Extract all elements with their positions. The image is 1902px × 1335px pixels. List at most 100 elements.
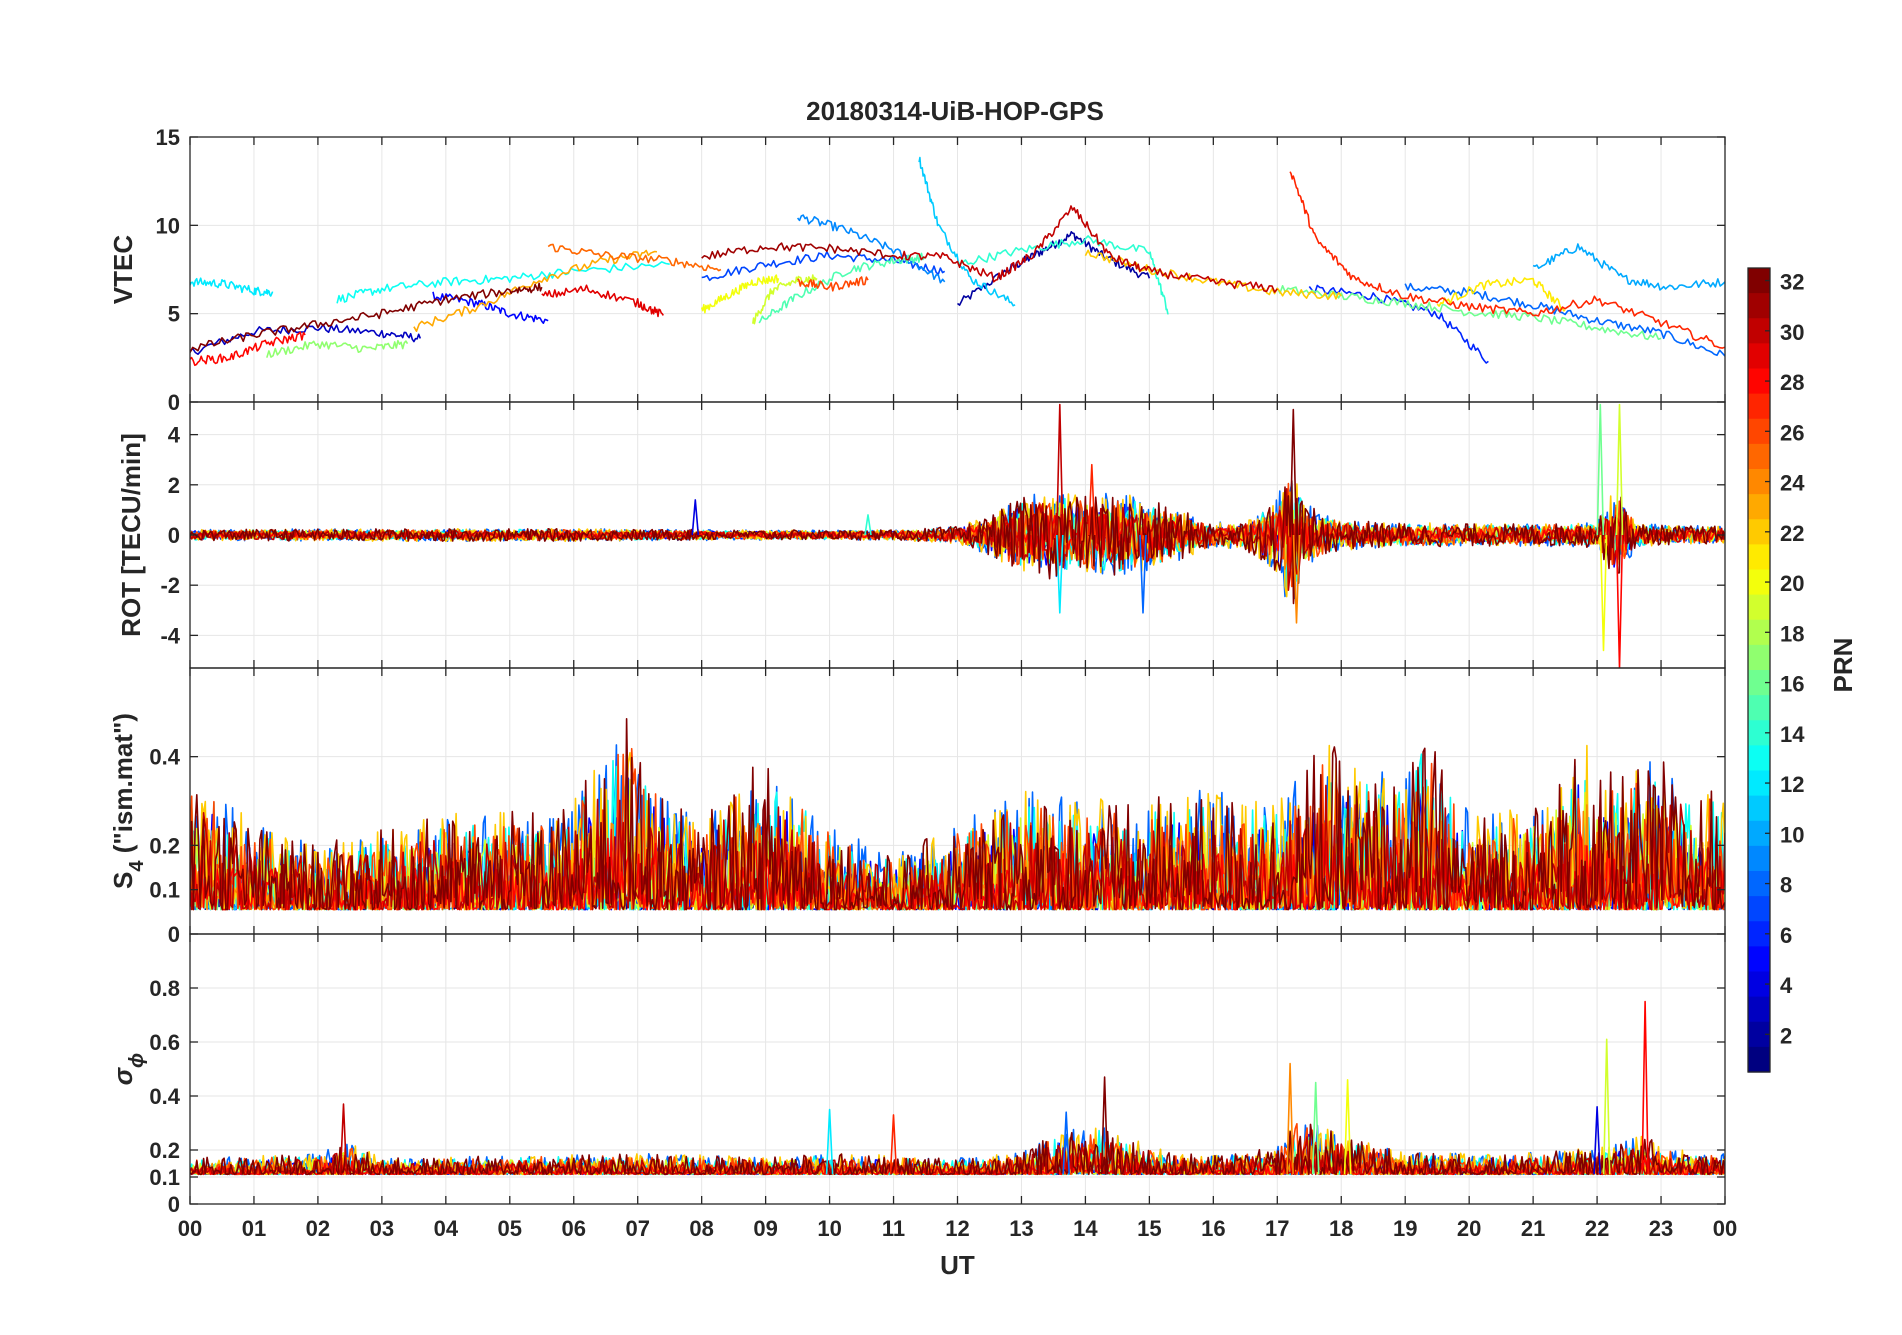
colorbar-swatch <box>1748 293 1770 319</box>
y-axis-label-sigma_phi: σϕ <box>108 1053 148 1085</box>
series-line-prn-26 <box>797 276 869 292</box>
series-line-prn-31 <box>701 242 894 260</box>
panel-rot: -4 -2 0 2 4 ROT [TECU/min] <box>116 401 1726 669</box>
colorbar-swatch <box>1748 896 1770 922</box>
colorbar-tick-label: 28 <box>1780 370 1804 395</box>
x-tick-label: 06 <box>562 1216 586 1241</box>
colorbar-tick-label: 10 <box>1780 822 1804 847</box>
x-tick-label: 09 <box>753 1216 777 1241</box>
colorbar-swatch <box>1748 343 1770 370</box>
spike-mark <box>889 1114 898 1175</box>
y-axis-label-vtec: VTEC <box>108 235 138 305</box>
x-tick-label: 14 <box>1073 1216 1098 1241</box>
y-tick-label-rot: -4 <box>160 623 180 648</box>
colorbar-tick-label: 12 <box>1780 772 1804 797</box>
spike-mark <box>825 1108 834 1175</box>
series-line-prn-8 <box>1404 282 1725 357</box>
colorbar-swatch <box>1748 644 1770 671</box>
x-axis: 00 01 02 03 04 05 06 07 08 09 10 11 12 13 14 15 16 17 18 19… <box>178 1216 1737 1280</box>
colorbar-tick-label: 22 <box>1780 521 1804 546</box>
series-line-prn-13 <box>336 261 670 304</box>
colorbar-tick-label: 6 <box>1780 923 1792 948</box>
colorbar-tick-label: 26 <box>1780 420 1804 445</box>
y-tick-label-vtec: 15 <box>156 125 180 150</box>
colorbar-tick-label: 2 <box>1780 1023 1792 1048</box>
traces-s4 <box>190 718 1725 911</box>
colorbar-label: PRN <box>1828 638 1858 693</box>
spike-mark <box>1593 1106 1601 1175</box>
series-line-prn-32 <box>190 282 543 353</box>
series-line-prn-21 <box>1436 276 1566 312</box>
colorbar-swatch <box>1748 443 1770 470</box>
series-line-prn-32 <box>190 718 1725 911</box>
colorbar-swatch <box>1748 494 1770 520</box>
x-tick-label: 22 <box>1585 1216 1609 1241</box>
spike-mark <box>691 499 700 536</box>
series-line-prn-20 <box>700 274 780 314</box>
y-tick-label-s4: 0.2 <box>149 833 180 858</box>
x-tick-label: 08 <box>689 1216 713 1241</box>
y-tick-label-vtec: 10 <box>156 213 180 238</box>
x-tick-label: 10 <box>817 1216 841 1241</box>
y-tick-label-rot: -2 <box>160 573 180 598</box>
spike-mark <box>864 514 872 536</box>
colorbar-swatch <box>1748 770 1770 797</box>
spike-mark <box>1056 534 1064 614</box>
colorbar-swatch <box>1748 996 1770 1023</box>
series-line-prn-30 <box>893 205 1278 293</box>
series-line-prn-10 <box>1532 243 1725 291</box>
x-tick-label: 15 <box>1137 1216 1161 1241</box>
y-tick-label-rot: 4 <box>168 423 181 448</box>
x-tick-label: 16 <box>1201 1216 1225 1241</box>
panel-vtec: 0 5 10 15 VTEC <box>108 125 1726 415</box>
y-tick-label-sigma_phi: 0.4 <box>149 1084 180 1109</box>
spike-mark <box>339 1103 348 1175</box>
y-axis-label-main: S <box>108 872 138 889</box>
colorbar-swatch <box>1748 745 1770 772</box>
spike-mark <box>1615 403 1624 536</box>
y-axis-label-rest: ("ism.mat") <box>108 713 138 860</box>
colorbar-swatch <box>1748 569 1770 596</box>
spike-mark <box>1056 403 1064 536</box>
colorbar-swatch <box>1748 720 1770 746</box>
colorbar-swatch <box>1748 469 1770 495</box>
spike-mark <box>1088 463 1096 536</box>
colorbar-swatch <box>1748 845 1770 872</box>
colorbar-swatch <box>1748 670 1770 696</box>
colorbar-swatch <box>1748 946 1770 973</box>
x-axis-label: UT <box>940 1250 975 1280</box>
spike-mark <box>1343 1079 1352 1175</box>
y-tick-label-s4: 0 <box>168 922 180 947</box>
spike-mark <box>1100 1076 1109 1175</box>
series-line-prn-32 <box>190 479 1725 605</box>
y-axis-label-subscript: ϕ <box>126 1053 148 1068</box>
spike-mark <box>1139 534 1147 614</box>
panel-sigma_phi: 00.10.2 0.4 0.6 0.8 σϕ <box>108 933 1726 1217</box>
y-tick-label-s4: 0.4 <box>149 745 180 770</box>
x-tick-label: 23 <box>1649 1216 1673 1241</box>
x-tick-label: 00 <box>1713 1216 1737 1241</box>
spike-mark <box>1292 534 1301 624</box>
series-line-prn-27 <box>1289 171 1725 349</box>
traces-sigma_phi <box>190 1000 1725 1176</box>
y-axis-label-rot: ROT [TECU/min] <box>116 433 146 637</box>
colorbar-swatch <box>1748 544 1770 571</box>
colorbar-tick-label: 24 <box>1780 471 1805 496</box>
series-line-prn-29 <box>541 284 664 318</box>
traces-vtec <box>190 156 1725 367</box>
colorbar-tick-label: 14 <box>1780 722 1805 747</box>
series-line-prn-15 <box>758 252 926 324</box>
series-line-prn-5 <box>432 291 549 324</box>
colorbar-swatch <box>1748 268 1770 294</box>
series-line-prn-32 <box>190 1123 1725 1176</box>
y-axis-label-subscript: 4 <box>126 860 148 872</box>
y-axis-label-s4: S4 ("ism.mat") <box>108 713 148 889</box>
colorbar-tick-label: 8 <box>1780 873 1792 898</box>
y-tick-label-sigma_phi: 0.1 <box>149 1165 180 1190</box>
x-tick-label: 18 <box>1329 1216 1353 1241</box>
colorbar-swatch <box>1748 695 1770 721</box>
colorbar-swatch <box>1748 619 1770 646</box>
series-line-prn-14 <box>956 235 1169 315</box>
